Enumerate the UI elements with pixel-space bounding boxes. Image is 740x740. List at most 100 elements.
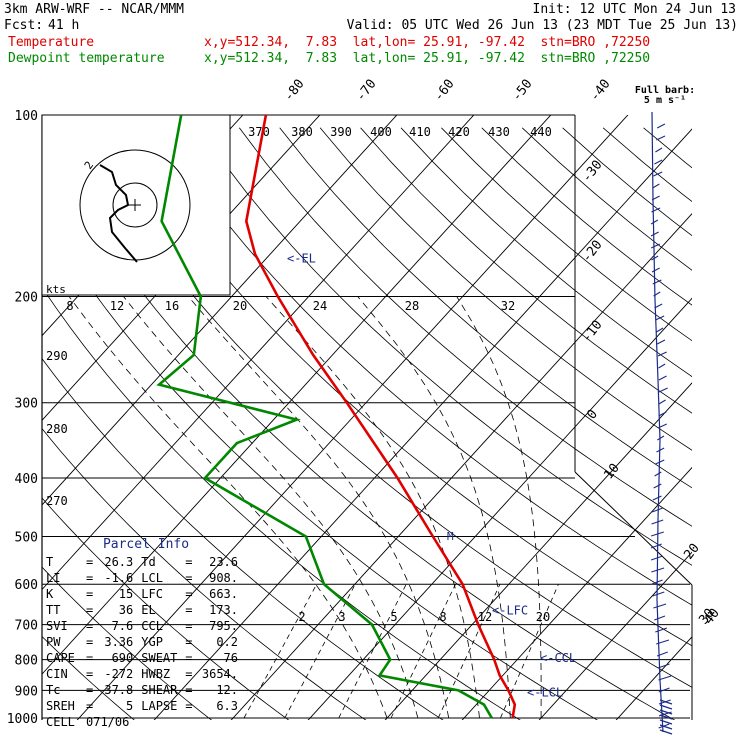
parcel-value: 663. (209, 587, 238, 601)
dry-adiabat (400, 127, 692, 378)
isotherm-line (42, 115, 398, 506)
isotherm-right-label: -30 (579, 158, 605, 186)
wind-barb (659, 704, 673, 710)
mixing-ratio-label: 12 (478, 610, 492, 624)
dry-adiabat (521, 127, 692, 271)
wind-barb (651, 267, 660, 273)
parcel-row: K = 15 LFC = 663. (46, 587, 238, 601)
parcel-value: -1.6 (104, 571, 134, 585)
hodograph-ring-label: 12 (110, 299, 124, 313)
pressure-label: 500 (15, 530, 38, 545)
wind-barb (659, 709, 673, 715)
wind-barb (658, 675, 672, 681)
parcel-key: EL (141, 603, 156, 617)
hodograph-trace (99, 164, 138, 263)
wind-barb-staff (651, 111, 664, 733)
pressure-label: 700 (15, 619, 38, 634)
mixing-ratio-label: 8 (439, 610, 446, 624)
parcel-row: SREH = 5 LAPSE = 6.3 (46, 699, 238, 713)
theta-left-label: 280 (46, 422, 68, 436)
wind-barb (651, 567, 665, 573)
dry-adiabat (77, 127, 692, 688)
parcel-key: LAPSE (141, 699, 178, 713)
wind-barb (651, 207, 661, 213)
pressure-label: 600 (15, 578, 38, 593)
wind-barb (653, 291, 661, 297)
parcel-key: LCL (141, 571, 163, 585)
hodograph-ring-label: 20 (233, 299, 247, 313)
wind-barb (654, 615, 666, 621)
isotherm-top-label: -50 (509, 77, 535, 105)
wind-barb (653, 483, 662, 489)
hodograph-unit: kts (46, 283, 66, 296)
wind-barb (659, 724, 673, 730)
wind-barb (651, 507, 663, 513)
parcel-value: 173. (209, 603, 238, 617)
theta-label: 400 (370, 125, 392, 139)
theta-left-label: 270 (46, 494, 68, 508)
dry-adiabat (42, 635, 135, 720)
parcel-value: 3.36 (104, 635, 134, 649)
wind-barb (655, 459, 665, 465)
level-marker: <-EL (287, 252, 316, 266)
wind-barb (658, 687, 670, 693)
wind-barb (657, 351, 667, 357)
parcel-row: PW = 3.36 YGP = 0.2 (46, 635, 238, 649)
mixing-ratio-label: 3 (338, 610, 345, 624)
pressure-label: 1000 (7, 712, 38, 727)
theta-label: 440 (530, 125, 552, 139)
parcel-value: 23.6 (209, 555, 238, 569)
pressure-label: 900 (15, 684, 38, 699)
parcel-row: CAPE = 690 SWEAT = 76 (46, 651, 238, 665)
dry-adiabat (42, 212, 598, 720)
parcel-key: LFC (141, 587, 163, 601)
isotherm-line (42, 115, 552, 675)
dry-adiabat (602, 127, 692, 203)
parcel-row: T = 26.3 Td = 23.6 (46, 555, 238, 569)
isotherm-line (153, 128, 692, 720)
dry-adiabat (198, 127, 692, 566)
isotherm-line (307, 297, 692, 720)
wind-barb (659, 714, 673, 720)
parcel-value: 5 (126, 699, 134, 713)
isotherm-line (538, 551, 692, 720)
dry-adiabat (117, 127, 692, 647)
wind-barb (650, 243, 661, 249)
cell-label: CELL (46, 715, 75, 729)
moist-adiabat (187, 296, 450, 719)
parcel-info-panel: Parcel Info T = 26.3 Td = 23.6 LI = -1.6 LCL = 90… (46, 537, 246, 730)
wind-barb (654, 303, 663, 309)
level-marker: <-LCL (527, 686, 563, 700)
level-marker: <-CCL (540, 651, 576, 665)
wind-barb (658, 363, 666, 369)
parcel-key: LI (46, 571, 61, 585)
parcel-key: CIN (46, 667, 68, 681)
parcel-key: SVI (46, 619, 68, 633)
dry-adiabat (42, 135, 676, 720)
mixing-ratio-line (243, 584, 318, 719)
parcel-value: 6.3 (216, 699, 238, 713)
parcel-key: YGP (141, 635, 163, 649)
parcel-key: K (46, 587, 54, 601)
wind-barb (650, 231, 659, 237)
parcel-value: 15 (118, 587, 134, 601)
dry-adiabat (42, 286, 521, 720)
parcel-key: CAPE (46, 651, 75, 665)
wind-barb (658, 411, 667, 417)
wind-barb (656, 651, 668, 657)
isotherm-right-label: 20 (681, 541, 702, 563)
parcel-key: T (46, 555, 54, 569)
wind-barb-unit: 5 m s⁻¹ (644, 95, 686, 106)
isotherm-right-label: -10 (579, 318, 605, 346)
wind-barb (656, 123, 666, 129)
parcel-row: LI = -1.6 LCL = 908. (46, 571, 238, 585)
wind-barb (652, 279, 662, 285)
parcel-value: 12. (216, 683, 238, 697)
wind-barb (657, 663, 670, 669)
pressure-label: 300 (15, 397, 38, 412)
init-time: Init: 12 UTC Mon 24 Jun 13 (532, 2, 737, 17)
wind-barb (650, 543, 662, 549)
parcel-key: SWEAT (141, 651, 178, 665)
wind-barb (656, 339, 666, 345)
mixing-ratio-label: 2 (298, 610, 305, 624)
